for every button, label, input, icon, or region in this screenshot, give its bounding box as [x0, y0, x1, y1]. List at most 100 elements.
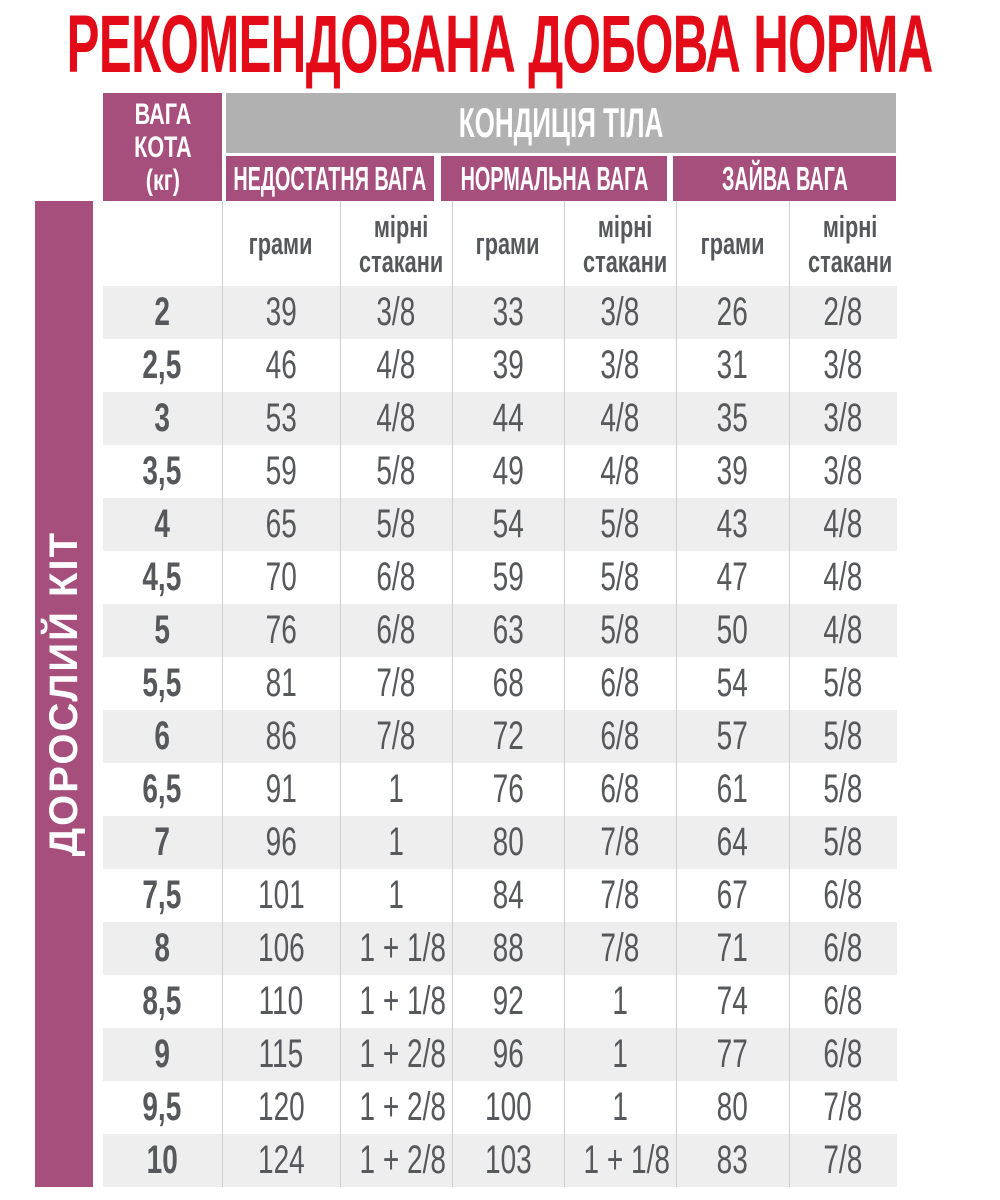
cups-unit-header: мірні стакани	[788, 201, 897, 286]
cups-cell: 5/8	[563, 498, 676, 551]
weight-cell: 9,5	[142, 1085, 182, 1129]
cups-cell: 1 + 1/8	[563, 1134, 676, 1187]
table-row: 2 39 3/8 33 3/8 26 2/8	[103, 286, 897, 339]
grams-cell: 33	[451, 286, 564, 339]
grams-cell: 72	[451, 710, 564, 763]
table-row: 3 53 4/8 44 4/8 35 3/8	[103, 392, 897, 445]
grams-cell: 124	[221, 1134, 340, 1187]
cups-cell: 1	[339, 869, 452, 922]
cups-cell: 6/8	[563, 763, 676, 816]
table-row: 4,5 70 6/8 59 5/8 47 4/8	[103, 551, 897, 604]
grams-cell: 84	[451, 869, 564, 922]
grams-cell: 47	[675, 551, 789, 604]
cups-cell: 1	[339, 763, 452, 816]
grams-cell: 115	[221, 1028, 340, 1081]
cups-cell: 2/8	[788, 286, 897, 339]
cups-cell: 3/8	[788, 392, 897, 445]
grams-cell: 46	[221, 339, 340, 392]
weight-cell: 4	[154, 502, 171, 546]
grams-cell: 80	[675, 1081, 789, 1134]
cups-cell: 7/8	[788, 1134, 897, 1187]
grams-cell: 39	[675, 445, 789, 498]
cups-cell: 3/8	[563, 286, 676, 339]
cups-cell: 7/8	[563, 869, 676, 922]
grams-cell: 91	[221, 763, 340, 816]
group-header-normal-weight: НОРМАЛЬНА ВАГА	[441, 156, 667, 201]
cups-cell: 7/8	[788, 1081, 897, 1134]
cups-cell: 4/8	[339, 339, 452, 392]
table-row: 7,5 101 1 84 7/8 67 6/8	[103, 869, 897, 922]
grams-cell: 57	[675, 710, 789, 763]
table-row: 9 115 1 + 2/8 96 1 77 6/8	[103, 1028, 897, 1081]
group-header-overweight: ЗАЙВА ВАГА	[673, 156, 896, 201]
grams-cell: 44	[451, 392, 564, 445]
grams-cell: 65	[221, 498, 340, 551]
table-row: 2,5 46 4/8 39 3/8 31 3/8	[103, 339, 897, 392]
weight-cell: 7,5	[142, 873, 182, 917]
grams-cell: 35	[675, 392, 789, 445]
grams-cell: 43	[675, 498, 789, 551]
cups-cell: 3/8	[788, 339, 897, 392]
cups-cell: 6/8	[788, 869, 897, 922]
cups-cell: 6/8	[339, 604, 452, 657]
table-row: 5,5 81 7/8 68 6/8 54 5/8	[103, 657, 897, 710]
weight-cell: 9	[154, 1032, 171, 1076]
side-banner-label: ДОРОСЛИЙ КІТ	[41, 531, 86, 857]
grams-cell: 54	[675, 657, 789, 710]
cups-cell: 7/8	[563, 816, 676, 869]
grams-cell: 50	[675, 604, 789, 657]
grams-cell: 92	[451, 975, 564, 1028]
grams-cell: 70	[221, 551, 340, 604]
units-empty-cell	[103, 201, 222, 286]
grams-cell: 59	[221, 445, 340, 498]
feeding-table: грами мірні стакани грами мірні стакани	[103, 201, 897, 1187]
cups-cell: 3/8	[339, 286, 452, 339]
weight-cell: 5	[154, 608, 171, 652]
grams-cell: 76	[451, 763, 564, 816]
group-header-underweight: НЕДОСТАТНЯ ВАГА	[226, 156, 434, 201]
cups-cell: 5/8	[563, 551, 676, 604]
table-row: 7 96 1 80 7/8 64 5/8	[103, 816, 897, 869]
table-row: 6,5 91 1 76 6/8 61 5/8	[103, 763, 897, 816]
grams-cell: 26	[675, 286, 789, 339]
grams-cell: 39	[451, 339, 564, 392]
grams-cell: 81	[221, 657, 340, 710]
cups-unit-header: мірні стакани	[563, 201, 676, 286]
body-condition-header: КОНДИЦІЯ ТІЛА	[226, 93, 896, 153]
cups-cell: 1 + 1/8	[339, 975, 452, 1028]
table-row: 5 76 6/8 63 5/8 50 4/8	[103, 604, 897, 657]
grams-unit-header: грами	[675, 201, 789, 286]
cups-cell: 7/8	[339, 710, 452, 763]
cups-cell: 4/8	[563, 392, 676, 445]
grams-cell: 110	[221, 975, 340, 1028]
weight-cell: 8	[154, 926, 171, 970]
grams-cell: 53	[221, 392, 340, 445]
grams-cell: 59	[451, 551, 564, 604]
grams-cell: 39	[221, 286, 340, 339]
weight-cell: 8,5	[142, 979, 182, 1023]
cups-cell: 6/8	[339, 551, 452, 604]
cups-cell: 1	[563, 1081, 676, 1134]
weight-column-header-text: ВАГА КОТА (кг)	[133, 97, 192, 197]
table-row: 6 86 7/8 72 6/8 57 5/8	[103, 710, 897, 763]
weight-cell: 2,5	[142, 343, 182, 387]
adult-cat-side-banner: ДОРОСЛИЙ КІТ	[35, 201, 93, 1187]
grams-cell: 61	[675, 763, 789, 816]
page-title: РЕКОМЕНДОВАНА ДОБОВА НОРМА	[0, 0, 1000, 90]
cups-cell: 1 + 1/8	[339, 922, 452, 975]
cups-cell: 1 + 2/8	[339, 1081, 452, 1134]
table-row: 4 65 5/8 54 5/8 43 4/8	[103, 498, 897, 551]
grams-cell: 86	[221, 710, 340, 763]
grams-cell: 71	[675, 922, 789, 975]
grams-cell: 101	[221, 869, 340, 922]
weight-cell: 3	[154, 396, 171, 440]
cups-cell: 6/8	[563, 657, 676, 710]
grams-cell: 83	[675, 1134, 789, 1187]
cups-cell: 7/8	[563, 922, 676, 975]
grams-cell: 96	[221, 816, 340, 869]
table-row: 3,5 59 5/8 49 4/8 39 3/8	[103, 445, 897, 498]
weight-cell: 5,5	[142, 661, 182, 705]
weight-column-header: ВАГА КОТА (кг)	[103, 93, 222, 201]
cups-cell: 3/8	[563, 339, 676, 392]
page-title-text: РЕКОМЕНДОВАНА ДОБОВА НОРМА	[66, 0, 934, 90]
